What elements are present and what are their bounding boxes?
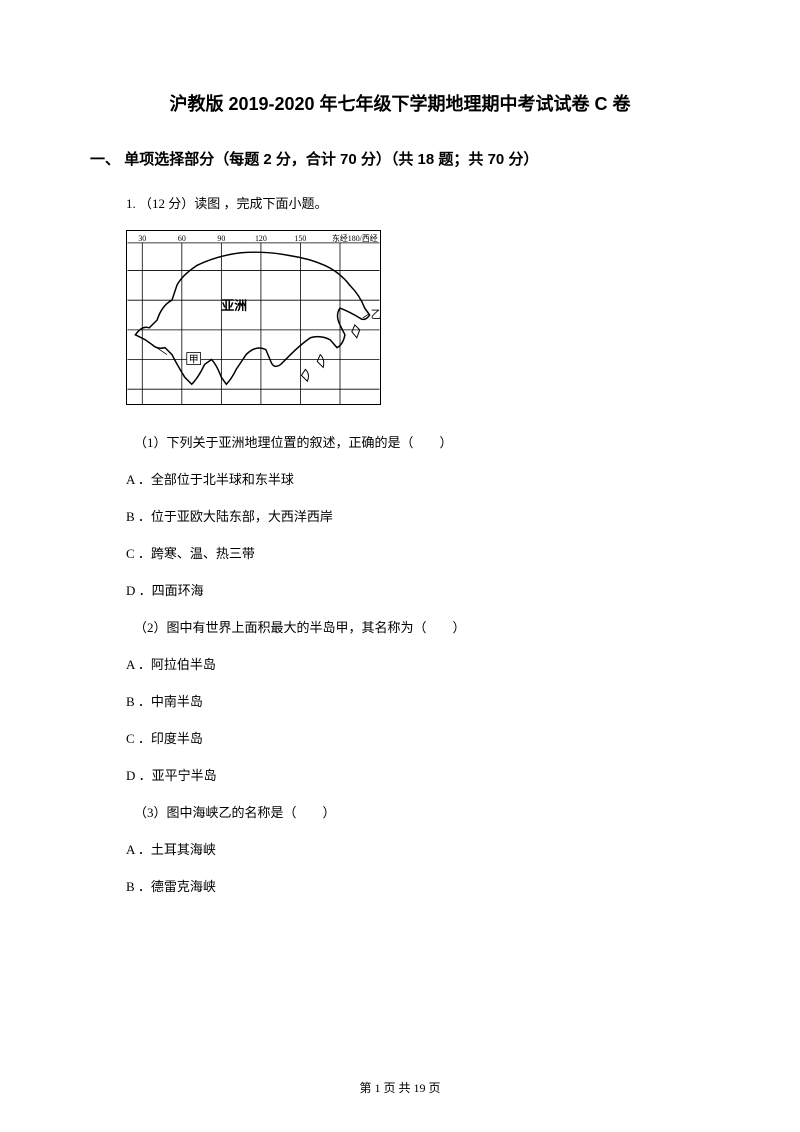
sub-question-3: （3）图中海峡乙的名称是（ ） (134, 802, 710, 821)
option-1b: B ．位于亚欧大陆东部，大西洋西岸 (126, 506, 710, 525)
option-3a: A ．土耳其海峡 (126, 839, 710, 858)
section-name: 单项选择部分（每题 2 分，合计 70 分）（共 18 题；共 70 分） (124, 151, 538, 168)
option-2c: C ．印度半岛 (126, 728, 710, 747)
page-footer: 第 1 页 共 19 页 (0, 1079, 800, 1096)
section-header: 一、 单项选择部分（每题 2 分，合计 70 分）（共 18 题；共 70 分） (90, 148, 710, 169)
option-2b: B ．中南半岛 (126, 691, 710, 710)
option-2d: D ．亚平宁半岛 (126, 765, 710, 784)
asia-label: 亚洲 (221, 299, 247, 313)
option-1d: D ．四面环海 (126, 580, 710, 599)
question-intro: 1. （12 分）读图 ，完成下面小题。 (126, 193, 710, 212)
marker-jia: 甲 (189, 354, 199, 365)
option-1a: A ．全部位于北半球和东半球 (126, 469, 710, 488)
lon-30: 30 (138, 234, 146, 243)
asia-map-svg: 30 60 90 120 150 东经180/西经 亚洲 甲 乙 (126, 230, 381, 405)
option-3b: B ．德雷克海峡 (126, 876, 710, 895)
lon-120: 120 (255, 234, 267, 243)
lon-60: 60 (178, 234, 186, 243)
lon-180: 东经180/西经 (332, 233, 378, 243)
section-number: 一、 (90, 151, 120, 168)
marker-yi: 乙 (371, 308, 381, 321)
sub-question-1: （1）下列关于亚洲地理位置的叙述，正确的是（ ） (134, 432, 710, 451)
lon-150: 150 (295, 234, 307, 243)
map-figure: 30 60 90 120 150 东经180/西经 亚洲 甲 乙 (126, 230, 710, 410)
sub-question-2: （2）图中有世界上面积最大的半岛甲，其名称为（ ） (134, 617, 710, 636)
page-title: 沪教版 2019-2020 年七年级下学期地理期中考试试卷 C 卷 (90, 90, 710, 116)
lon-90: 90 (217, 234, 225, 243)
option-2a: A ．阿拉伯半岛 (126, 654, 710, 673)
option-1c: C ．跨寒、温、热三带 (126, 543, 710, 562)
